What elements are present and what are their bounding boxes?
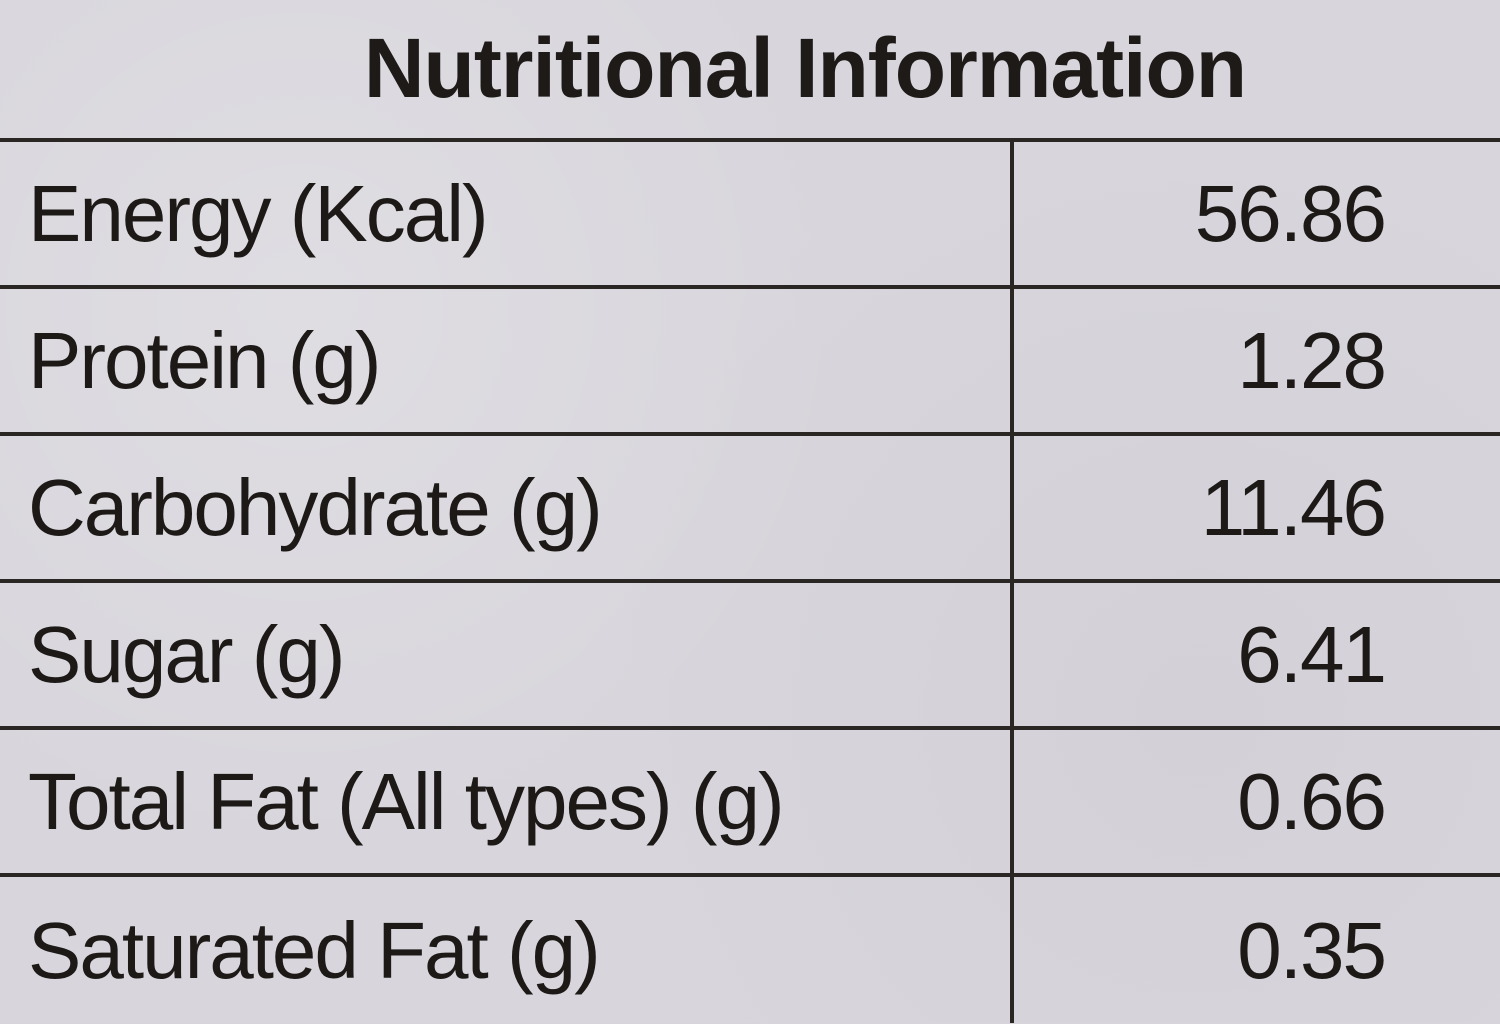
nutrient-label: Carbohydrate (g) [28,462,603,552]
table-row: Saturated Fat (g) 0.35 [0,877,1500,1024]
table-row: Protein (g) 1.28 [0,289,1500,436]
nutrient-label: Sugar (g) [28,609,345,699]
nutrient-label: Protein (g) [28,315,381,405]
nutrient-label: Energy (Kcal) [28,168,489,258]
column-divider [1010,138,1014,1023]
nutrient-label: Saturated Fat (g) [28,905,601,995]
nutrition-table: Energy (Kcal) 56.86 Protein (g) 1.28 Car… [0,138,1500,1023]
nutrient-value: 0.66 [1237,756,1387,846]
nutrient-value: 11.46 [1200,462,1387,552]
table-row: Sugar (g) 6.41 [0,583,1500,730]
nutrient-value: 1.28 [1237,315,1387,405]
nutrient-value: 0.35 [1237,905,1387,995]
nutrient-value: 56.86 [1194,168,1387,258]
nutrition-title: Nutritional Information [363,21,1247,115]
table-row: Energy (Kcal) 56.86 [0,142,1500,289]
table-row: Carbohydrate (g) 11.46 [0,436,1500,583]
nutrient-label: Total Fat (All types) (g) [28,756,785,846]
nutrient-value: 6.41 [1237,609,1387,699]
table-row: Total Fat (All types) (g) 0.66 [0,730,1500,877]
